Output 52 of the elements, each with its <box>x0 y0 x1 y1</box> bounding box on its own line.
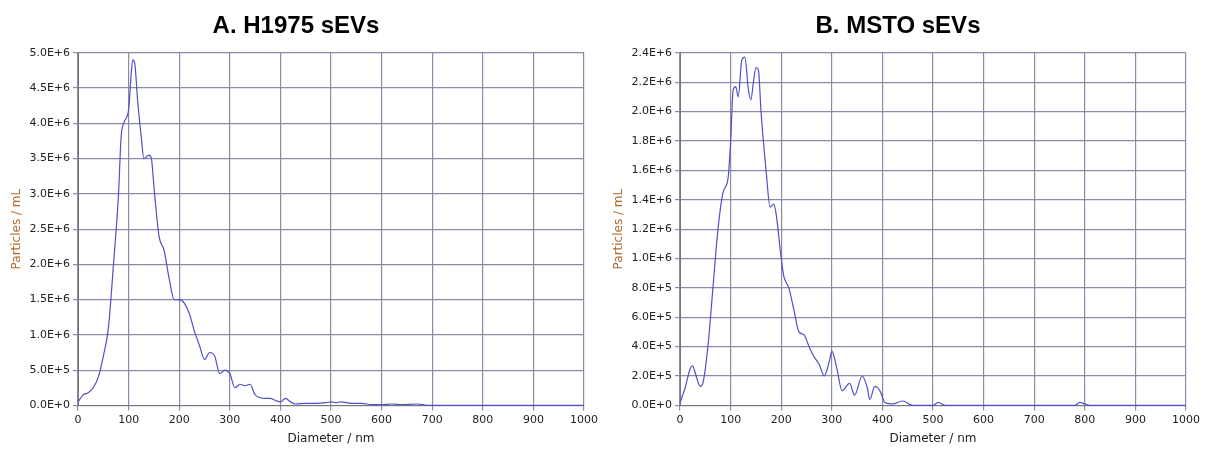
y-tick-label: 1.6E+6 <box>631 163 673 177</box>
x-tick-label: 400 <box>871 412 893 426</box>
y-tick-label: 0.0E+0 <box>29 398 71 412</box>
x-tick-label: 100 <box>720 412 742 426</box>
y-tick-label: 2.0E+5 <box>631 368 673 382</box>
y-tick-label: 4.0E+6 <box>29 116 71 130</box>
x-axis-title: Diameter / nm <box>889 430 977 445</box>
y-tick-label: 2.4E+6 <box>631 45 673 59</box>
x-tick-label: 900 <box>522 412 544 426</box>
y-axis-title: Particles / mL <box>9 188 24 270</box>
x-tick-label: 1000 <box>570 412 598 426</box>
y-tick-label: 2.0E+6 <box>29 257 71 271</box>
y-tick-label: 8.0E+5 <box>631 280 673 294</box>
y-tick-label: 5.0E+5 <box>29 363 71 376</box>
x-tick-label: 900 <box>1124 412 1146 426</box>
x-tick-label: 800 <box>1074 412 1096 426</box>
y-tick-label: 6.0E+5 <box>631 310 673 324</box>
x-tick-label: 0 <box>74 412 82 426</box>
y-tick-label: 1.8E+6 <box>631 133 673 147</box>
x-tick-label: 700 <box>421 412 443 426</box>
x-axis-title: Diameter / nm <box>287 430 375 445</box>
x-tick-label: 700 <box>1023 412 1045 426</box>
y-tick-label: 2.5E+6 <box>29 221 71 235</box>
x-tick-label: 200 <box>168 412 190 426</box>
x-tick-label: 500 <box>922 412 944 426</box>
y-tick-label: 1.4E+6 <box>631 192 673 206</box>
y-tick-label: 3.0E+6 <box>29 186 71 200</box>
x-tick-label: 100 <box>118 412 140 426</box>
y-tick-label: 2.0E+6 <box>631 104 673 118</box>
x-tick-label: 800 <box>472 412 494 426</box>
y-tick-label: 4.0E+5 <box>631 339 673 353</box>
x-tick-label: 300 <box>821 412 843 426</box>
y-tick-label: 4.5E+6 <box>29 80 71 94</box>
y-tick-label: 1.0E+6 <box>29 327 71 341</box>
y-tick-label: 3.5E+6 <box>29 151 71 165</box>
y-tick-label: 2.2E+6 <box>631 75 673 89</box>
chart-title: B. MSTO sEVs <box>815 11 981 39</box>
y-tick-label: 1.0E+6 <box>631 251 673 265</box>
x-tick-label: 300 <box>219 412 241 426</box>
y-axis-title: Particles / mL <box>611 188 626 270</box>
x-tick-label: 600 <box>973 412 995 426</box>
x-tick-label: 0 <box>676 412 684 426</box>
x-tick-label: 600 <box>371 412 393 426</box>
y-tick-label: 1.2E+6 <box>631 221 673 235</box>
y-tick-label: 0.0E+0 <box>631 398 673 412</box>
x-tick-label: 400 <box>269 412 291 426</box>
chart-title: A. H1975 sEVs <box>212 11 380 39</box>
x-tick-label: 200 <box>770 412 792 426</box>
y-tick-label: 5.0E+6 <box>29 45 71 59</box>
x-tick-label: 1000 <box>1172 412 1200 426</box>
y-tick-label: 1.5E+6 <box>29 292 71 306</box>
x-tick-label: 500 <box>320 412 342 426</box>
